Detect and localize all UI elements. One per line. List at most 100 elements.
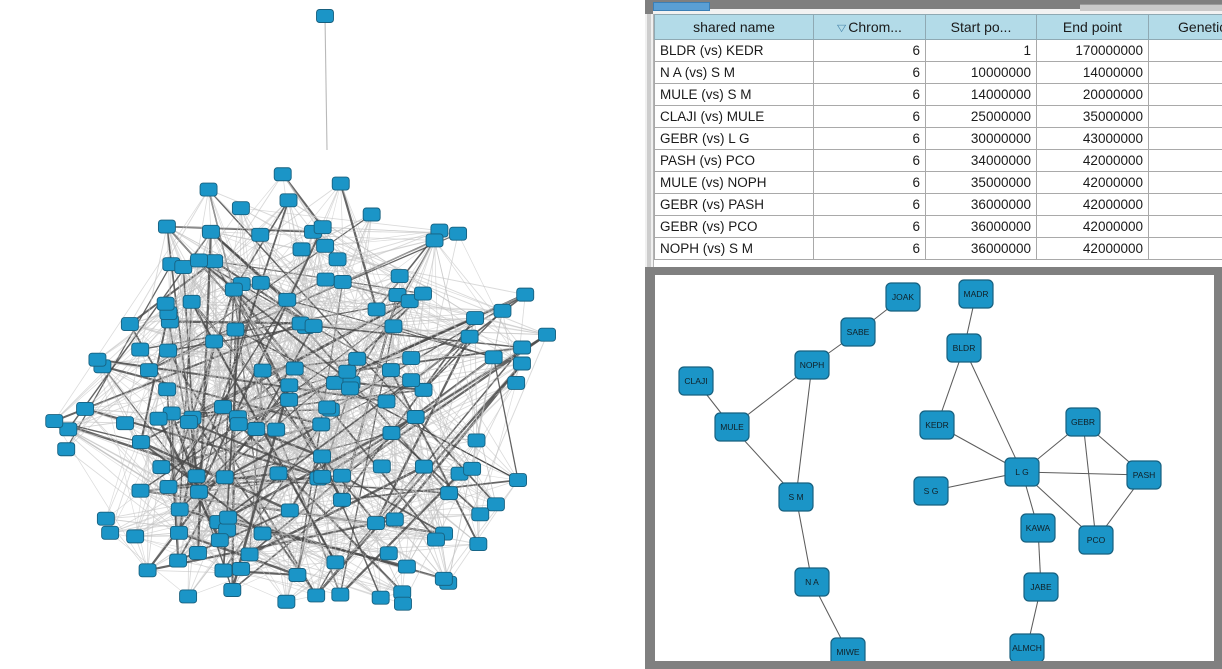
network-node[interactable]: MULE [714, 412, 750, 442]
network-edge[interactable] [198, 259, 353, 384]
network-node[interactable] [267, 422, 286, 437]
network-node[interactable] [331, 176, 350, 191]
network-node[interactable] [59, 422, 78, 437]
network-edge[interactable] [795, 364, 813, 498]
network-node[interactable] [232, 562, 251, 576]
network-node[interactable] [328, 252, 347, 267]
network-edge[interactable] [135, 536, 287, 603]
network-node[interactable] [210, 533, 229, 548]
network-edge[interactable] [391, 432, 497, 505]
network-edge[interactable] [356, 294, 398, 359]
network-edge[interactable] [315, 294, 398, 596]
network-edge[interactable] [390, 370, 449, 583]
network-node[interactable] [190, 253, 208, 268]
network-edge[interactable] [339, 183, 378, 310]
network-edge[interactable] [188, 421, 317, 596]
network-edge[interactable] [140, 441, 291, 512]
network-node[interactable] [390, 269, 409, 283]
network-node[interactable] [372, 459, 391, 474]
network-edge[interactable] [249, 468, 473, 555]
network-node[interactable] [469, 537, 488, 551]
main-network-view[interactable] [0, 0, 645, 669]
network-node[interactable] [76, 402, 95, 416]
column-header-end-point[interactable]: End point [1036, 14, 1149, 40]
network-node[interactable] [509, 473, 528, 488]
network-edge[interactable] [341, 474, 445, 535]
network-node[interactable] [170, 525, 188, 540]
network-node[interactable] [385, 512, 404, 527]
network-edge[interactable] [1021, 471, 1145, 476]
network-edge[interactable] [140, 300, 410, 351]
network-edge[interactable] [222, 406, 481, 515]
network-edge[interactable] [198, 260, 410, 302]
network-node[interactable]: JOAK [885, 282, 921, 312]
table-row[interactable]: CLAJI (vs) MULE625000000350000005.9 [654, 105, 1222, 128]
network-edge[interactable] [435, 363, 523, 540]
network-node[interactable]: KEDR [919, 410, 955, 440]
edge-table-panel[interactable]: shared name ▽ Chrom... Start po... End po… [645, 14, 1222, 267]
network-edge[interactable] [97, 234, 261, 361]
network-edge[interactable] [479, 382, 517, 515]
network-node[interactable]: BLDR [946, 333, 982, 363]
network-edge[interactable] [97, 312, 169, 361]
network-edge[interactable] [325, 279, 548, 336]
network-edge[interactable] [224, 317, 476, 478]
network-edge[interactable] [140, 441, 381, 599]
network-edge[interactable] [335, 519, 396, 563]
network-node[interactable] [288, 568, 307, 582]
network-edge[interactable] [318, 389, 424, 479]
network-edge[interactable] [288, 455, 323, 512]
network-edge[interactable] [459, 473, 479, 545]
network-node[interactable] [247, 422, 266, 436]
network-node[interactable] [486, 497, 505, 512]
network-node[interactable] [367, 302, 386, 317]
network-edge[interactable] [68, 388, 168, 430]
network-node[interactable] [316, 272, 335, 287]
network-edge[interactable] [219, 371, 348, 541]
network-node[interactable] [182, 294, 201, 309]
network-node[interactable] [313, 220, 332, 235]
network-edge[interactable] [409, 300, 519, 481]
network-edge[interactable] [249, 554, 287, 603]
network-node[interactable] [507, 375, 526, 390]
network-edge[interactable] [278, 439, 477, 474]
network-node[interactable] [316, 238, 335, 253]
network-edge[interactable] [165, 303, 343, 501]
network-edge[interactable] [399, 275, 461, 474]
network-edge[interactable] [188, 416, 416, 423]
network-edge[interactable] [158, 418, 408, 567]
network-node[interactable] [277, 594, 296, 609]
network-edge[interactable] [213, 341, 242, 569]
network-node[interactable] [120, 317, 139, 332]
network-node[interactable] [381, 363, 400, 378]
network-node[interactable] [269, 466, 288, 481]
network-node[interactable] [273, 167, 292, 182]
network-edge[interactable] [171, 413, 233, 591]
network-node[interactable] [131, 342, 150, 357]
network-edge[interactable] [218, 300, 410, 523]
network-node[interactable]: PASH [1126, 460, 1162, 490]
table-row[interactable]: N A (vs) S M610000000140000006.6 [654, 61, 1222, 84]
network-node[interactable] [179, 415, 198, 430]
network-node[interactable] [341, 381, 360, 396]
network-node[interactable] [280, 378, 299, 393]
network-edge[interactable] [171, 326, 307, 414]
network-edge[interactable] [54, 420, 126, 424]
network-node[interactable]: L G [1004, 457, 1040, 487]
network-edge[interactable] [286, 183, 342, 300]
network-node[interactable]: NOPH [794, 350, 830, 380]
network-edge[interactable] [321, 456, 382, 598]
network-edge[interactable] [198, 260, 221, 541]
network-edge[interactable] [342, 214, 373, 283]
network-edge[interactable] [278, 214, 373, 474]
network-node[interactable] [169, 553, 188, 568]
network-node[interactable] [331, 587, 350, 602]
table-row[interactable]: PASH (vs) PCO6340000004200000011.4 [654, 149, 1222, 172]
network-node[interactable] [484, 350, 503, 365]
network-node[interactable] [88, 352, 107, 367]
network-node[interactable] [400, 294, 419, 309]
network-edge[interactable] [188, 421, 251, 555]
network-node[interactable] [157, 219, 176, 234]
network-node[interactable] [313, 449, 331, 464]
network-edge[interactable] [198, 260, 307, 328]
